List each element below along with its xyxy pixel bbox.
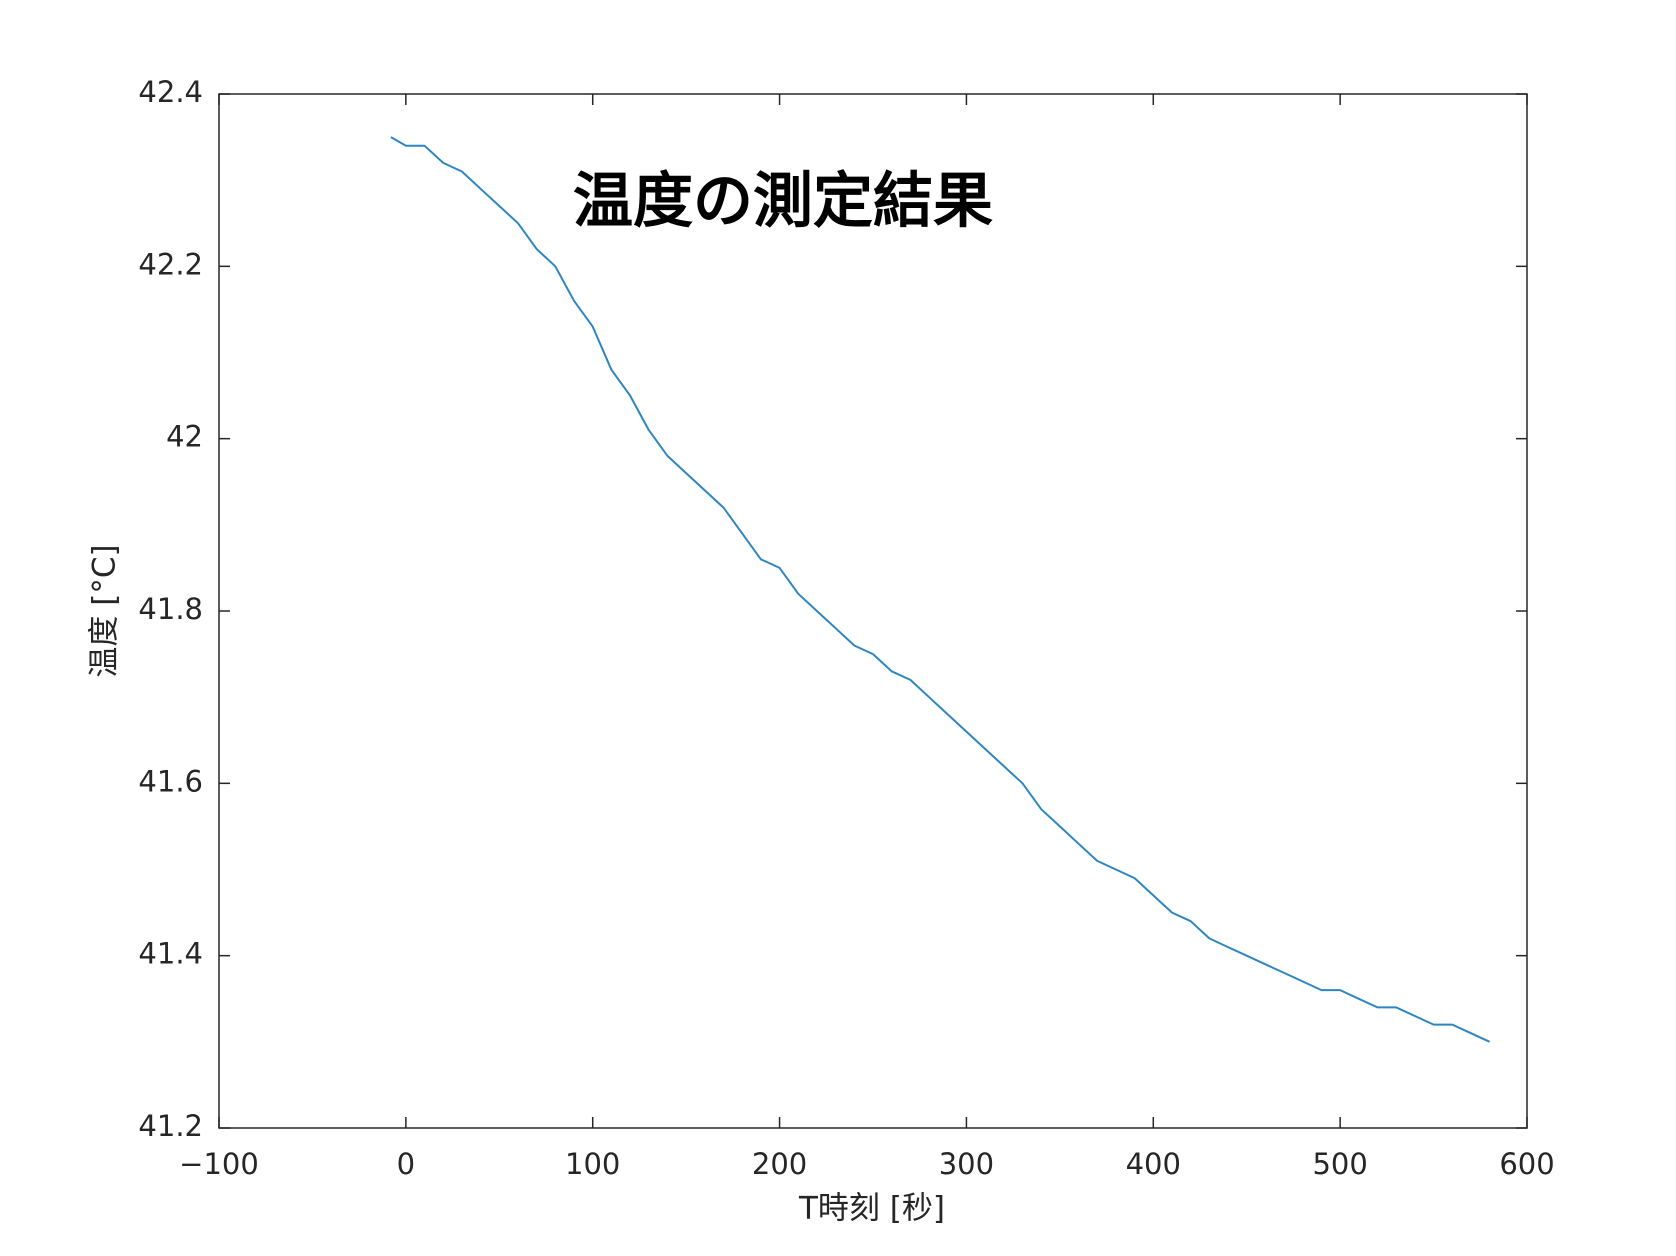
x-axis-label: T時刻 [秒] [798, 1191, 945, 1227]
chart-title: 温度の測定結果 [573, 167, 993, 237]
y-tick-label: 41.6 [138, 764, 203, 798]
y-axis-label: 温度 [°C] [87, 544, 123, 677]
x-tick-label: −100 [179, 1147, 259, 1181]
x-tick-label: 500 [1312, 1147, 1367, 1181]
x-tick-label: 0 [397, 1147, 415, 1181]
data-line [390, 136, 1491, 1043]
x-tick-label: 600 [1499, 1147, 1554, 1181]
x-tick-label: 200 [752, 1147, 807, 1181]
x-tick-label: 400 [1126, 1147, 1181, 1181]
y-tick-label: 42.2 [138, 247, 203, 281]
y-tick-label: 42 [166, 420, 203, 454]
plot-frame [218, 93, 1528, 1129]
y-tick-label: 42.4 [138, 75, 203, 109]
x-tick-label: 100 [565, 1147, 620, 1181]
y-tick-label: 41.8 [138, 592, 203, 626]
x-tick-label: 300 [939, 1147, 994, 1181]
y-tick-label: 41.2 [138, 1109, 203, 1143]
y-tick-label: 41.4 [138, 937, 203, 971]
